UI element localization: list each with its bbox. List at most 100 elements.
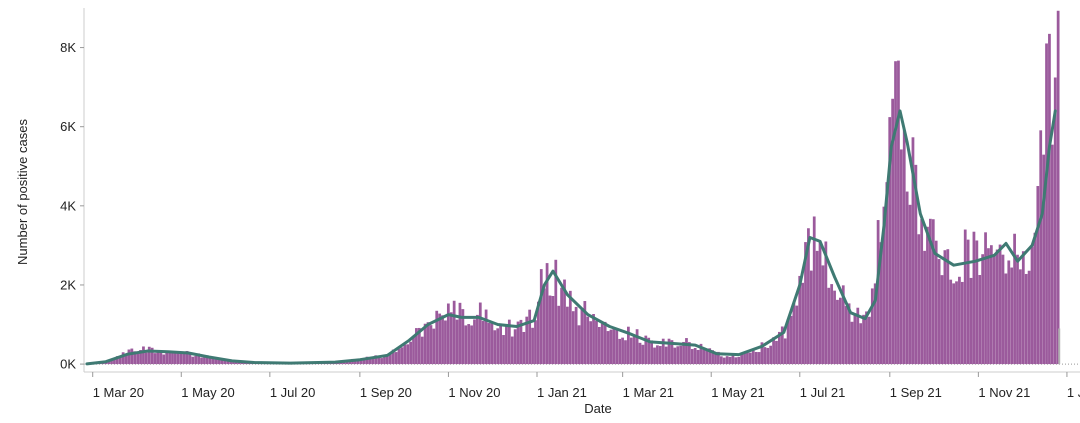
bar [853, 313, 857, 365]
bar [597, 326, 601, 365]
bar [130, 348, 134, 365]
bar [905, 191, 909, 365]
bar [760, 342, 764, 365]
x-axis-title: Date [584, 401, 611, 416]
bar [420, 336, 424, 365]
bar [841, 285, 845, 365]
bar [966, 239, 970, 365]
bar [165, 350, 169, 365]
bar [400, 347, 404, 365]
bar [568, 290, 572, 365]
bar [1016, 254, 1019, 365]
bar [377, 357, 381, 365]
bar [995, 249, 999, 365]
bar [176, 352, 180, 365]
bar [728, 356, 732, 365]
bar [371, 358, 375, 365]
bar [583, 301, 587, 365]
y-tick-label: 2K [60, 277, 76, 292]
bar [391, 349, 395, 365]
bar [200, 357, 203, 365]
bar [705, 350, 709, 365]
bar [734, 357, 738, 365]
bar [110, 359, 113, 365]
bar [902, 129, 906, 365]
bar [150, 347, 154, 365]
bar [775, 340, 778, 365]
bar [385, 355, 389, 365]
bar [603, 321, 607, 365]
bar [676, 346, 680, 365]
bar [612, 327, 616, 365]
bar [618, 338, 622, 365]
bar [1030, 246, 1034, 365]
bar [824, 241, 828, 365]
bar [856, 307, 860, 365]
bar [449, 312, 453, 365]
bar [586, 316, 590, 365]
bar [833, 290, 836, 365]
bar [528, 309, 532, 365]
bar [1036, 186, 1040, 365]
bar [574, 306, 578, 365]
bar [444, 320, 447, 365]
bar [827, 287, 831, 365]
bar [908, 204, 912, 365]
bar [656, 345, 659, 365]
bar [978, 275, 982, 365]
bar [949, 279, 953, 365]
bar [830, 284, 834, 365]
bar [197, 353, 201, 365]
bar [870, 288, 874, 365]
bar [142, 346, 145, 365]
bar [609, 329, 613, 365]
bar [737, 356, 741, 365]
bar [757, 352, 761, 365]
bar [417, 327, 421, 365]
bar [635, 329, 639, 365]
bar [243, 362, 247, 365]
bar [595, 320, 598, 365]
bar [237, 362, 241, 365]
bar [1024, 273, 1028, 365]
bar [743, 352, 746, 365]
x-tick-label: 1 Jan 21 [537, 385, 587, 400]
bar [836, 299, 839, 365]
bar [139, 350, 142, 365]
bar [403, 344, 407, 365]
bar [566, 306, 569, 365]
bar [133, 351, 137, 365]
bar [435, 310, 439, 365]
bar [627, 326, 630, 365]
bar [144, 352, 148, 365]
bar [647, 337, 651, 365]
bar [766, 347, 770, 365]
bar [525, 316, 529, 365]
bar [1053, 77, 1057, 365]
bar [397, 348, 401, 365]
bar [1001, 254, 1005, 365]
bar [557, 305, 561, 365]
bar [818, 240, 822, 365]
x-tick-label: 1 Nov 21 [978, 385, 1030, 400]
bar [661, 338, 665, 365]
bar [780, 326, 784, 365]
bar [1042, 154, 1046, 365]
bar [894, 61, 897, 365]
bar [1019, 269, 1022, 365]
bar [911, 137, 915, 365]
bar [923, 250, 926, 365]
bar [685, 338, 688, 365]
bar [502, 335, 505, 365]
y-axis-title: Number of positive cases [15, 119, 30, 265]
bar [1050, 144, 1054, 365]
x-axis: 1 Mar 20 1 May 20 1 Jul 20 1 Sep 20 1 Nov 20… [84, 371, 1080, 400]
bar [171, 351, 174, 365]
bar [670, 340, 674, 365]
bar [937, 259, 941, 365]
bar [162, 354, 166, 365]
bar [868, 316, 871, 365]
bar [699, 343, 703, 365]
bar [147, 346, 151, 365]
